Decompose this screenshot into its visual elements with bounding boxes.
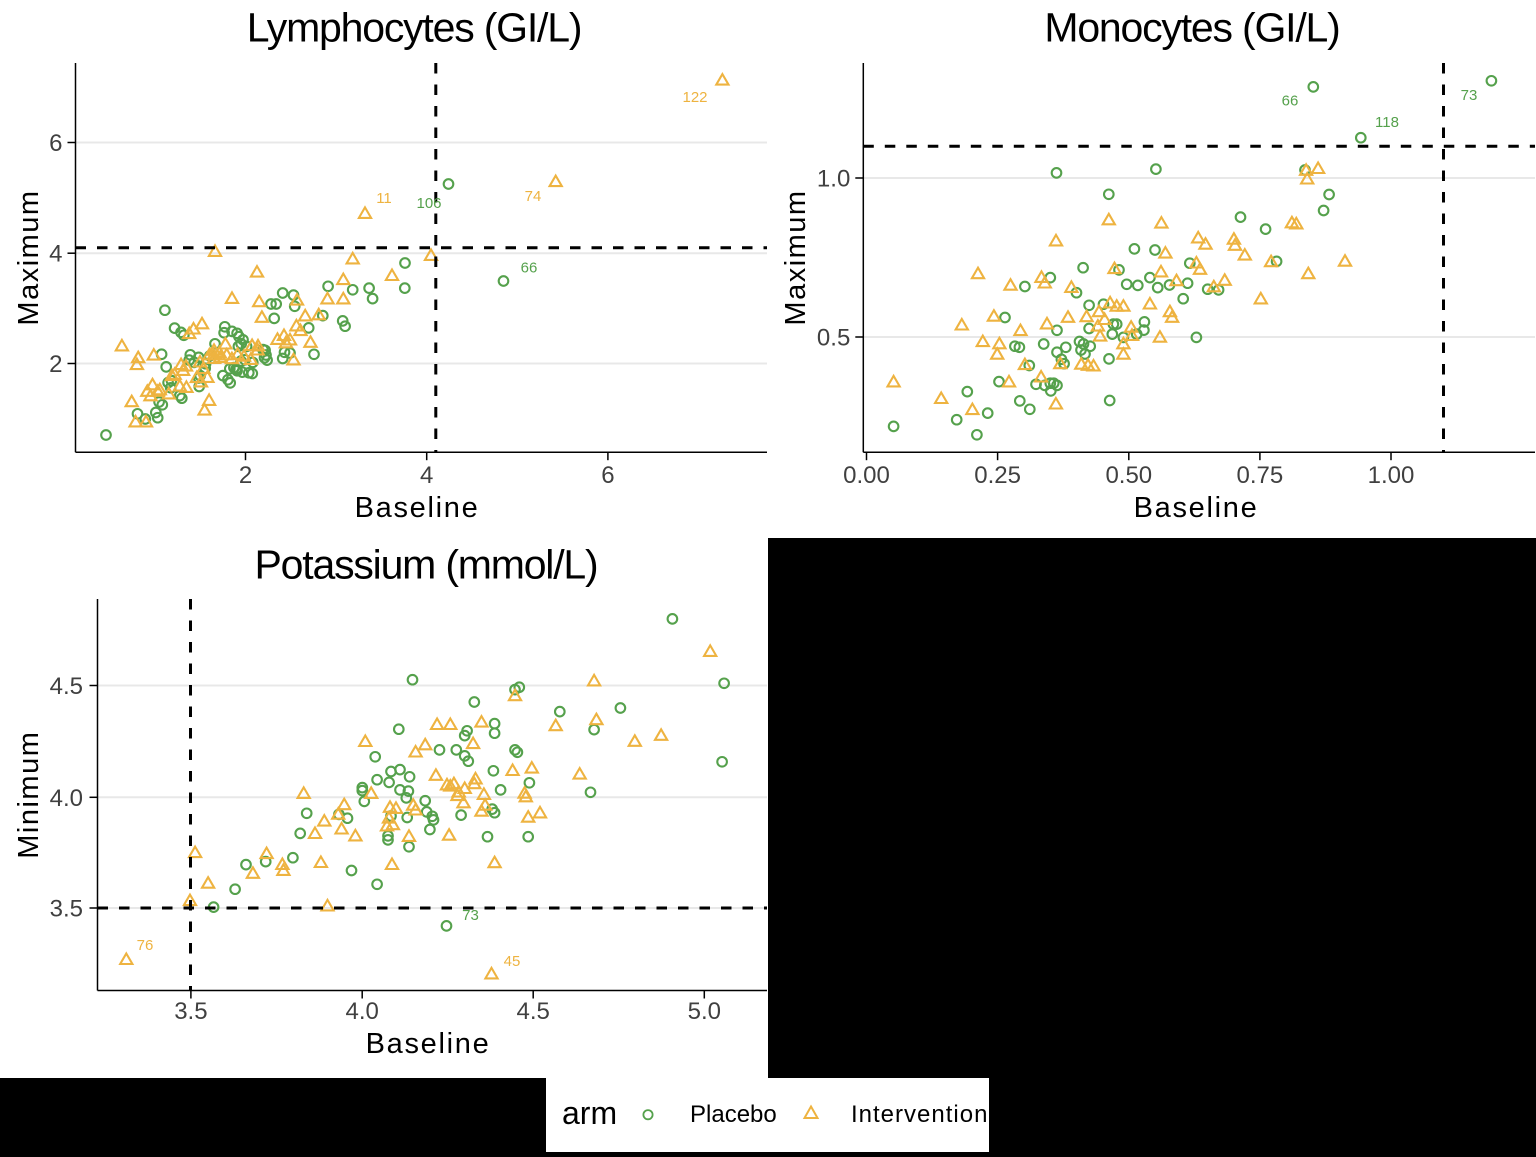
- svg-text:3.5: 3.5: [50, 896, 83, 923]
- svg-text:4.0: 4.0: [346, 998, 379, 1025]
- svg-text:Baseline: Baseline: [1134, 492, 1259, 524]
- svg-text:74: 74: [525, 188, 542, 205]
- svg-text:76: 76: [137, 937, 154, 954]
- svg-text:0.50: 0.50: [1105, 462, 1152, 489]
- svg-text:0.25: 0.25: [974, 462, 1021, 489]
- svg-text:66: 66: [521, 260, 538, 277]
- svg-text:2: 2: [49, 351, 62, 378]
- svg-text:Lymphocytes (GI/L): Lymphocytes (GI/L): [247, 5, 582, 51]
- svg-text:Maximum: Maximum: [780, 189, 812, 325]
- svg-text:Potassium (mmol/L): Potassium (mmol/L): [255, 542, 598, 588]
- svg-text:arm: arm: [562, 1095, 617, 1131]
- svg-text:45: 45: [504, 953, 521, 970]
- svg-text:0.75: 0.75: [1237, 462, 1284, 489]
- svg-text:4.5: 4.5: [50, 673, 83, 700]
- svg-text:Minimum: Minimum: [13, 731, 45, 859]
- svg-text:73: 73: [1461, 87, 1478, 104]
- svg-text:118: 118: [1375, 114, 1399, 131]
- svg-text:Baseline: Baseline: [366, 1028, 491, 1060]
- svg-text:73: 73: [462, 907, 479, 924]
- svg-text:4.5: 4.5: [517, 998, 550, 1025]
- svg-text:Placebo: Placebo: [690, 1101, 777, 1128]
- svg-text:Baseline: Baseline: [355, 492, 480, 524]
- svg-text:11: 11: [376, 190, 392, 207]
- svg-text:Maximum: Maximum: [13, 189, 45, 325]
- svg-text:1.00: 1.00: [1368, 462, 1415, 489]
- svg-text:2: 2: [239, 462, 252, 489]
- svg-text:6: 6: [601, 462, 614, 489]
- svg-text:4: 4: [420, 462, 433, 489]
- svg-text:1.0: 1.0: [817, 166, 850, 193]
- svg-text:5.0: 5.0: [688, 998, 721, 1025]
- svg-text:106: 106: [416, 195, 441, 212]
- svg-text:0.00: 0.00: [843, 462, 890, 489]
- svg-text:6: 6: [49, 130, 62, 157]
- svg-text:4: 4: [49, 241, 62, 268]
- svg-text:0.5: 0.5: [817, 325, 850, 352]
- svg-text:66: 66: [1282, 93, 1299, 110]
- svg-text:122: 122: [682, 89, 707, 106]
- svg-text:Intervention: Intervention: [851, 1101, 988, 1128]
- svg-text:3.5: 3.5: [174, 998, 207, 1025]
- svg-text:4.0: 4.0: [50, 785, 83, 812]
- svg-text:Monocytes (GI/L): Monocytes (GI/L): [1044, 5, 1339, 51]
